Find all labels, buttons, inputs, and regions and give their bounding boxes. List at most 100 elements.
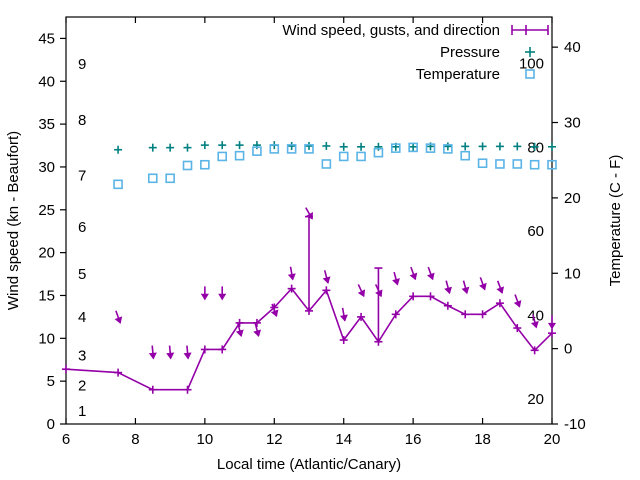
wind-arrow-head bbox=[513, 300, 522, 308]
series-pressure bbox=[114, 141, 556, 154]
temperature-point bbox=[165, 173, 175, 184]
temperature-point bbox=[252, 146, 262, 156]
fahrenheit-scale: 20 40 60 80 100 bbox=[519, 56, 544, 408]
temperature-point bbox=[373, 147, 384, 158]
legend: Wind speed, gusts, and direction Pressure… bbox=[282, 22, 549, 83]
temperature-point bbox=[512, 159, 523, 169]
temperature-point bbox=[356, 151, 366, 162]
x-tick-label: 20 bbox=[544, 431, 561, 448]
fahrenheit-label: 100 bbox=[519, 56, 544, 73]
wind-arrow-head bbox=[409, 272, 418, 281]
wind-arrow-head bbox=[200, 293, 209, 301]
wind-arrow-head bbox=[530, 320, 539, 329]
temperature-point bbox=[269, 144, 280, 154]
temperature-point bbox=[200, 159, 210, 170]
temperature-point bbox=[425, 143, 436, 153]
wind-arrow-head bbox=[461, 286, 470, 295]
y2-tick-label: 40 bbox=[564, 39, 581, 56]
wind-arrow-head bbox=[357, 289, 366, 298]
legend-label-2: Temperature bbox=[416, 66, 500, 83]
y-tick-label: 10 bbox=[38, 330, 55, 347]
x-tick-label: 12 bbox=[266, 431, 283, 448]
x-tick-label: 8 bbox=[131, 431, 139, 448]
plot-frame bbox=[65, 16, 553, 425]
fahrenheit-label: 80 bbox=[527, 139, 544, 156]
wind-arrow-head bbox=[479, 282, 487, 291]
wind-arrow-head bbox=[322, 276, 331, 284]
wind-arrow-head bbox=[547, 322, 557, 330]
beaufort-label: 2 bbox=[78, 377, 86, 394]
wind-arrow-head bbox=[339, 314, 348, 322]
beaufort-label: 9 bbox=[78, 56, 86, 73]
y2-tick-label: 0 bbox=[564, 341, 572, 358]
temperature-point bbox=[321, 159, 332, 169]
fahrenheit-label: 20 bbox=[527, 391, 544, 408]
temperature-point bbox=[547, 159, 557, 170]
temperature-point bbox=[286, 144, 297, 154]
series-wind-direction bbox=[114, 207, 557, 360]
x-tick-label: 18 bbox=[474, 431, 491, 448]
x-tick-label: 10 bbox=[197, 431, 214, 448]
wind-arrow-head bbox=[392, 278, 400, 286]
temperature-point bbox=[529, 159, 540, 170]
temperature-point bbox=[182, 160, 193, 171]
wind-arrow-head bbox=[218, 293, 227, 301]
fahrenheit-label: 40 bbox=[527, 307, 544, 324]
beaufort-label: 3 bbox=[78, 347, 86, 364]
wind-arrow-head bbox=[148, 352, 157, 360]
temperature-point bbox=[477, 158, 488, 169]
temperature-point bbox=[408, 142, 418, 153]
wind-arrow-head bbox=[235, 329, 244, 337]
y2-axis-title: Temperature (C - F) bbox=[607, 155, 624, 287]
x-tick-label: 14 bbox=[335, 431, 352, 448]
temperature-point bbox=[460, 150, 471, 161]
fahrenheit-label: 60 bbox=[527, 223, 544, 240]
temperature-point bbox=[390, 143, 401, 153]
wind-arrow-head bbox=[166, 352, 175, 360]
y-axis-title: Wind speed (kn - Beaufort) bbox=[5, 131, 22, 310]
y-tick-label: 40 bbox=[38, 73, 55, 90]
wind-arrow-head bbox=[444, 286, 452, 295]
temperature-point bbox=[217, 151, 228, 162]
beaufort-label: 1 bbox=[78, 403, 86, 420]
temperature-point bbox=[338, 151, 349, 162]
y-tick-label: 0 bbox=[47, 416, 55, 433]
wind-arrow-head bbox=[287, 273, 296, 281]
y2-tick-label: 30 bbox=[564, 115, 581, 132]
x-tick-label: 6 bbox=[62, 431, 70, 448]
temperature-point bbox=[495, 159, 505, 169]
y-tick-label: 20 bbox=[38, 245, 55, 262]
y2-tick-label: -10 bbox=[564, 416, 586, 433]
legend-label-0: Wind speed, gusts, and direction bbox=[282, 22, 500, 39]
y-tick-label: 30 bbox=[38, 159, 55, 176]
wind-arrow-head bbox=[496, 286, 505, 294]
wind-arrow-head bbox=[270, 309, 279, 318]
legend-label-1: Pressure bbox=[440, 44, 500, 61]
temperature-point bbox=[234, 150, 245, 161]
beaufort-label: 5 bbox=[78, 266, 86, 283]
plot-border bbox=[65, 16, 553, 425]
legend-marker-temperature bbox=[525, 69, 535, 79]
y-tick-label: 45 bbox=[38, 30, 55, 47]
y-tick-label: 5 bbox=[47, 373, 55, 390]
wind-arrow-head bbox=[305, 211, 313, 220]
x-axis-title: Local time (Atlantic/Canary) bbox=[217, 456, 401, 473]
wind-arrow-head bbox=[183, 352, 192, 360]
wind-arrow-head bbox=[253, 329, 262, 337]
y-tick-label: 25 bbox=[38, 202, 55, 219]
y2-tick-label: 20 bbox=[564, 190, 581, 207]
series-temperature bbox=[113, 142, 557, 190]
wind-arrow-head bbox=[375, 289, 383, 298]
beaufort-label: 4 bbox=[78, 309, 86, 326]
y-tick-label: 35 bbox=[38, 116, 55, 133]
beaufort-label: 7 bbox=[78, 168, 86, 185]
temperature-point bbox=[147, 173, 158, 184]
series-gusts bbox=[305, 215, 383, 342]
series-wind-speed bbox=[62, 284, 556, 394]
beaufort-label: 6 bbox=[78, 219, 86, 236]
beaufort-label: 8 bbox=[78, 112, 86, 129]
temperature-point bbox=[443, 144, 453, 154]
